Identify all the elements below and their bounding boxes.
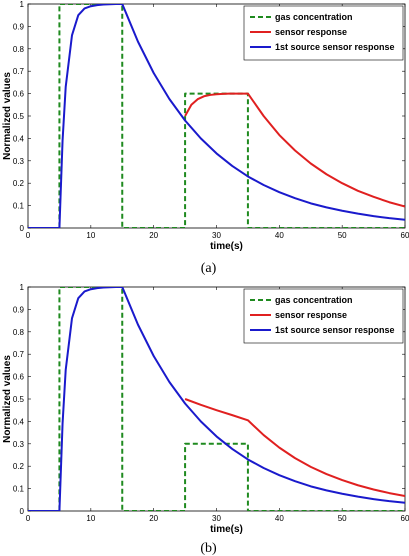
legend: gas concentration sensor response 1st sour… [243,5,404,61]
x-tick-label: 50 [338,514,347,523]
y-axis-title: Normalized values [2,355,13,443]
y-tick-label: 0.5 [13,395,25,404]
x-tick-label: 40 [275,231,284,240]
series-line-sensor-response [184,92,405,208]
x-tick-label: 30 [212,514,221,523]
y-tick-label: 0.8 [13,328,25,337]
panel-caption: (a) [201,261,217,276]
y-tick-label: 1 [20,283,25,292]
legend-label: sensor response [275,310,347,320]
legend: gas concentration sensor response 1st sour… [243,288,404,344]
series-group [28,4,405,228]
y-tick-label: 0.1 [13,485,25,494]
y-tick-label: 0.7 [13,67,25,76]
x-tick-label: 20 [149,231,158,240]
x-tick-label: 20 [149,514,158,523]
y-tick-label: 0.4 [13,417,25,426]
chart-panel-b: 0 10 20 30 40 50 60 0 0.1 0.2 0.3 0.4 0.5 0.6 0.7 0.8 0.… [2,283,409,556]
x-tick-label: 10 [86,514,95,523]
legend-label: 1st source sensor response [275,325,395,335]
x-tick-label: 60 [401,514,409,523]
x-tick-label: 50 [338,231,347,240]
y-tick-label: 0.1 [13,202,25,211]
legend-label: sensor response [275,27,347,37]
x-tick-label: 0 [26,231,31,240]
series-line-1st-source-sensor-response [28,287,405,511]
series-line-gas-concentration [28,287,405,511]
y-tick-label: 0.6 [13,90,25,99]
legend-label: gas concentration [275,295,353,305]
y-tick-label: 0.7 [13,350,25,359]
y-tick-label: 0.3 [13,440,25,449]
y-tick-label: 0 [20,224,25,233]
y-tick-label: 0.9 [13,22,25,31]
y-tick-label: 0.2 [13,462,25,471]
x-axis-title: time(s) [210,241,243,252]
y-tick-label: 0.9 [13,305,25,314]
x-tick-label: 40 [275,514,284,523]
y-tick-label: 0.8 [13,45,25,54]
y-tick-label: 0.4 [13,134,25,143]
x-tick-label: 0 [26,514,31,523]
y-tick-label: 1 [20,0,25,9]
y-tick-label: 0.3 [13,157,25,166]
chart-panel-a: 0 10 20 30 40 50 60 0 0.1 0.2 0.3 0.4 0.5 0.6 0.7 0.8 0.… [2,0,409,276]
legend-label: 1st source sensor response [275,42,395,52]
x-tick-label: 60 [401,231,409,240]
x-tick-label: 10 [86,231,95,240]
series-line-1st-source-sensor-response [28,4,405,228]
series-line-sensor-response [184,398,405,497]
y-tick-label: 0.6 [13,373,25,382]
y-tick-label: 0.2 [13,179,25,188]
x-tick-label: 30 [212,231,221,240]
legend-label: gas concentration [275,12,353,22]
y-axis-title: Normalized values [2,72,13,160]
panel-caption: (b) [200,541,217,556]
y-tick-label: 0.5 [13,112,25,121]
x-axis-title: time(s) [210,524,243,535]
series-group [28,287,405,511]
y-tick-label: 0 [20,507,25,516]
